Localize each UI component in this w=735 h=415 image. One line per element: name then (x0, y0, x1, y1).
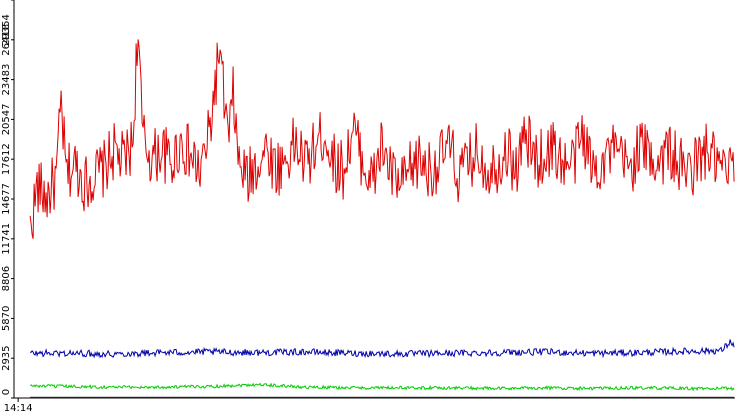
y-tick-label: 2935 (1, 345, 12, 370)
y-tick-label: 17612 (1, 143, 12, 175)
y-tick-label: 0 (1, 389, 12, 395)
x-tick-label: 14:14 (4, 403, 33, 414)
y-tick-layer: 0 2935 5870 8806 11741 14677 17612 20547 23483 26… (1, 0, 14, 399)
x-tick-layer: 14:0114:0214:0314:0414:0514:0614:0714:08… (4, 398, 33, 414)
series-line-1 (29, 39, 735, 239)
axis-layer (13, 0, 735, 399)
y-tick-label: 14677 (1, 183, 12, 215)
y-tick-label: 8806 (1, 266, 12, 291)
series-line-2 (30, 339, 735, 359)
y-tick-label: 11741 (1, 223, 12, 255)
series-line-3 (29, 382, 735, 392)
y-tick-label: 20547 (1, 103, 12, 135)
y-tick-label: 26418 (1, 24, 12, 56)
series-layer (29, 39, 735, 398)
y-tick-label: 29354 (1, 14, 12, 46)
y-tick-label: 5870 (1, 306, 12, 331)
y-tick-label: 23483 (1, 64, 12, 96)
